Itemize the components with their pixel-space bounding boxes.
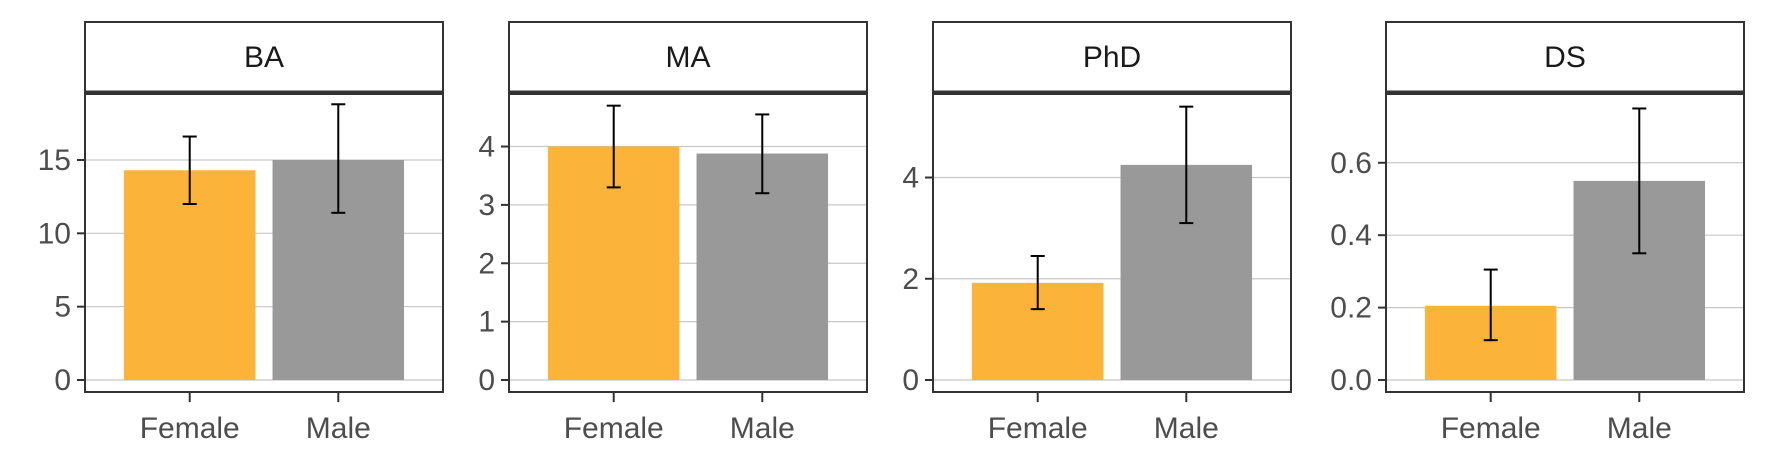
x-tick-label: Male: [1607, 412, 1672, 445]
y-tick-label: 0: [478, 364, 495, 397]
x-tick-label: Male: [730, 412, 795, 445]
facet-strip-label: MA: [666, 41, 711, 74]
y-tick-label: 15: [38, 144, 71, 177]
x-tick-label: Female: [1441, 412, 1541, 445]
y-tick-label: 4: [478, 131, 495, 164]
panel-border: [84, 93, 444, 393]
y-tick-label: 0.2: [1330, 292, 1372, 325]
facet-panel-ba: BA 0 5 10 15 Female Male: [38, 21, 444, 445]
panel-border: [932, 93, 1292, 393]
y-tick-label: 0: [902, 364, 919, 397]
y-tick-label: 1: [478, 306, 495, 339]
facet-strip-label: DS: [1544, 41, 1586, 74]
x-tick-label: Female: [140, 412, 240, 445]
facet-panel-phd: PhD 0 2 4 Female Male: [902, 21, 1292, 445]
facet-strip: [932, 21, 1292, 93]
x-tick-label: Male: [306, 412, 371, 445]
x-tick-label: Male: [1154, 412, 1219, 445]
y-tick-label: 0.4: [1330, 219, 1372, 252]
y-tick-label: 0: [54, 364, 71, 397]
y-tick-label: 3: [478, 189, 495, 222]
y-tick-label: 2: [478, 247, 495, 280]
y-tick-label: 5: [54, 291, 71, 324]
x-tick-label: Female: [564, 412, 664, 445]
y-tick-label: 4: [902, 162, 919, 195]
y-tick-label: 0.6: [1330, 147, 1372, 180]
facet-strip: [1385, 21, 1745, 93]
facet-strip: [508, 21, 868, 93]
x-tick-label: Female: [988, 412, 1088, 445]
y-tick-label: 10: [38, 217, 71, 250]
y-tick-label: 0.0: [1330, 364, 1372, 397]
panel-border: [508, 93, 868, 393]
facet-panel-ma: MA 0 1 2 3 4 Female Male: [478, 21, 868, 445]
facet-strip-label: BA: [244, 41, 284, 74]
facet-strip-label: PhD: [1083, 41, 1141, 74]
panel-border: [1385, 93, 1745, 393]
bar-female: [123, 170, 256, 380]
facet-panel-ds: DS 0.0 0.2 0.4 0.6 Female Male: [1330, 21, 1745, 445]
y-tick-label: 2: [902, 263, 919, 296]
facet-strip: [84, 21, 444, 93]
